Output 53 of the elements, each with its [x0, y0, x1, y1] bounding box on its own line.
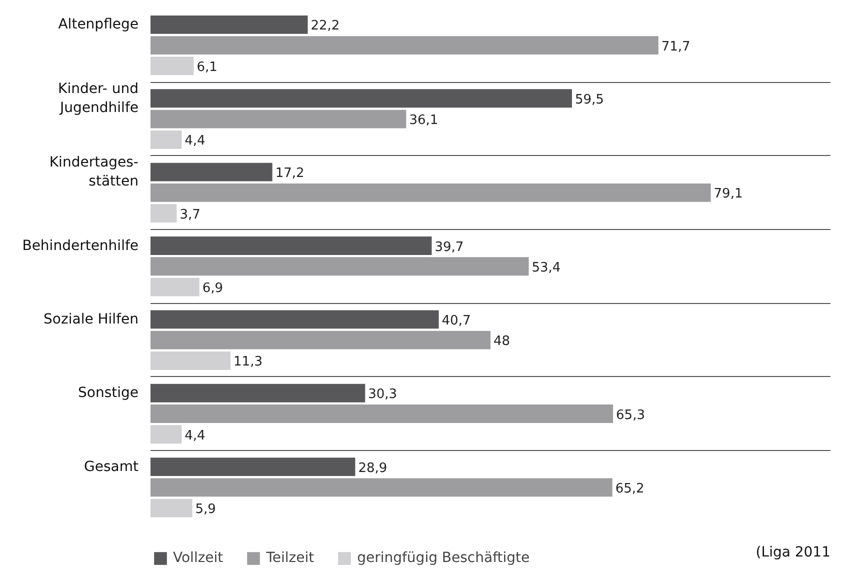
data-label: 40,7 [442, 313, 471, 328]
bar [150, 110, 406, 128]
y-tick-label: Gesamt [84, 458, 140, 475]
legend-label: Teilzeit [266, 550, 314, 566]
bar [150, 184, 711, 202]
bar [150, 204, 177, 223]
data-label: 71,7 [661, 39, 690, 54]
legend-label: Vollzeit [173, 550, 224, 566]
bar [150, 36, 658, 55]
data-label: 17,2 [275, 166, 304, 182]
bar [150, 236, 432, 255]
data-label: 6,1 [196, 60, 218, 75]
data-label: 4,4 [184, 428, 206, 444]
data-label: 53,4 [532, 260, 561, 276]
bar [150, 478, 612, 497]
bar [150, 89, 572, 108]
bar [150, 458, 356, 476]
data-label: 39,7 [434, 240, 464, 255]
bar [150, 257, 529, 276]
data-label: 48 [494, 334, 510, 350]
data-label: 30,3 [368, 387, 398, 402]
bar [150, 162, 272, 182]
bar [150, 278, 200, 296]
data-label: 4,4 [184, 134, 206, 149]
bar [150, 330, 490, 350]
data-label: 36,1 [409, 113, 438, 128]
bar [150, 404, 614, 423]
y-tick-label: Soziale Hilfen [44, 311, 139, 328]
data-label: 79,1 [714, 186, 743, 202]
bar [150, 498, 192, 518]
bar [150, 16, 308, 34]
data-label: 65,3 [616, 408, 645, 423]
bar [150, 310, 439, 329]
bar [150, 425, 182, 444]
y-tick-label: Kinder- und Jugendhilfe [58, 80, 139, 116]
data-label: 5,9 [195, 502, 216, 518]
bar [150, 384, 366, 402]
data-label: 11,3 [234, 354, 262, 370]
data-label: 65,2 [615, 481, 644, 496]
data-label: 3,7 [180, 207, 200, 222]
data-label: 6,9 [202, 281, 224, 296]
text: (Liga 2011 [756, 544, 831, 560]
y-tick-label: Kindertages- stätten [49, 154, 139, 190]
y-tick-label: Altenpflege [58, 16, 139, 33]
data-label: 28,9 [358, 460, 388, 476]
bar [150, 56, 194, 76]
data-label: 59,5 [574, 92, 604, 108]
y-tick-label: Sonstige [78, 385, 138, 402]
bar [150, 130, 182, 149]
y-tick-label: Behindertenhilfe [22, 238, 138, 254]
legend-label: geringfügig Beschäftigte [357, 550, 530, 566]
bar [150, 352, 231, 370]
data-label: 22,2 [310, 18, 340, 34]
